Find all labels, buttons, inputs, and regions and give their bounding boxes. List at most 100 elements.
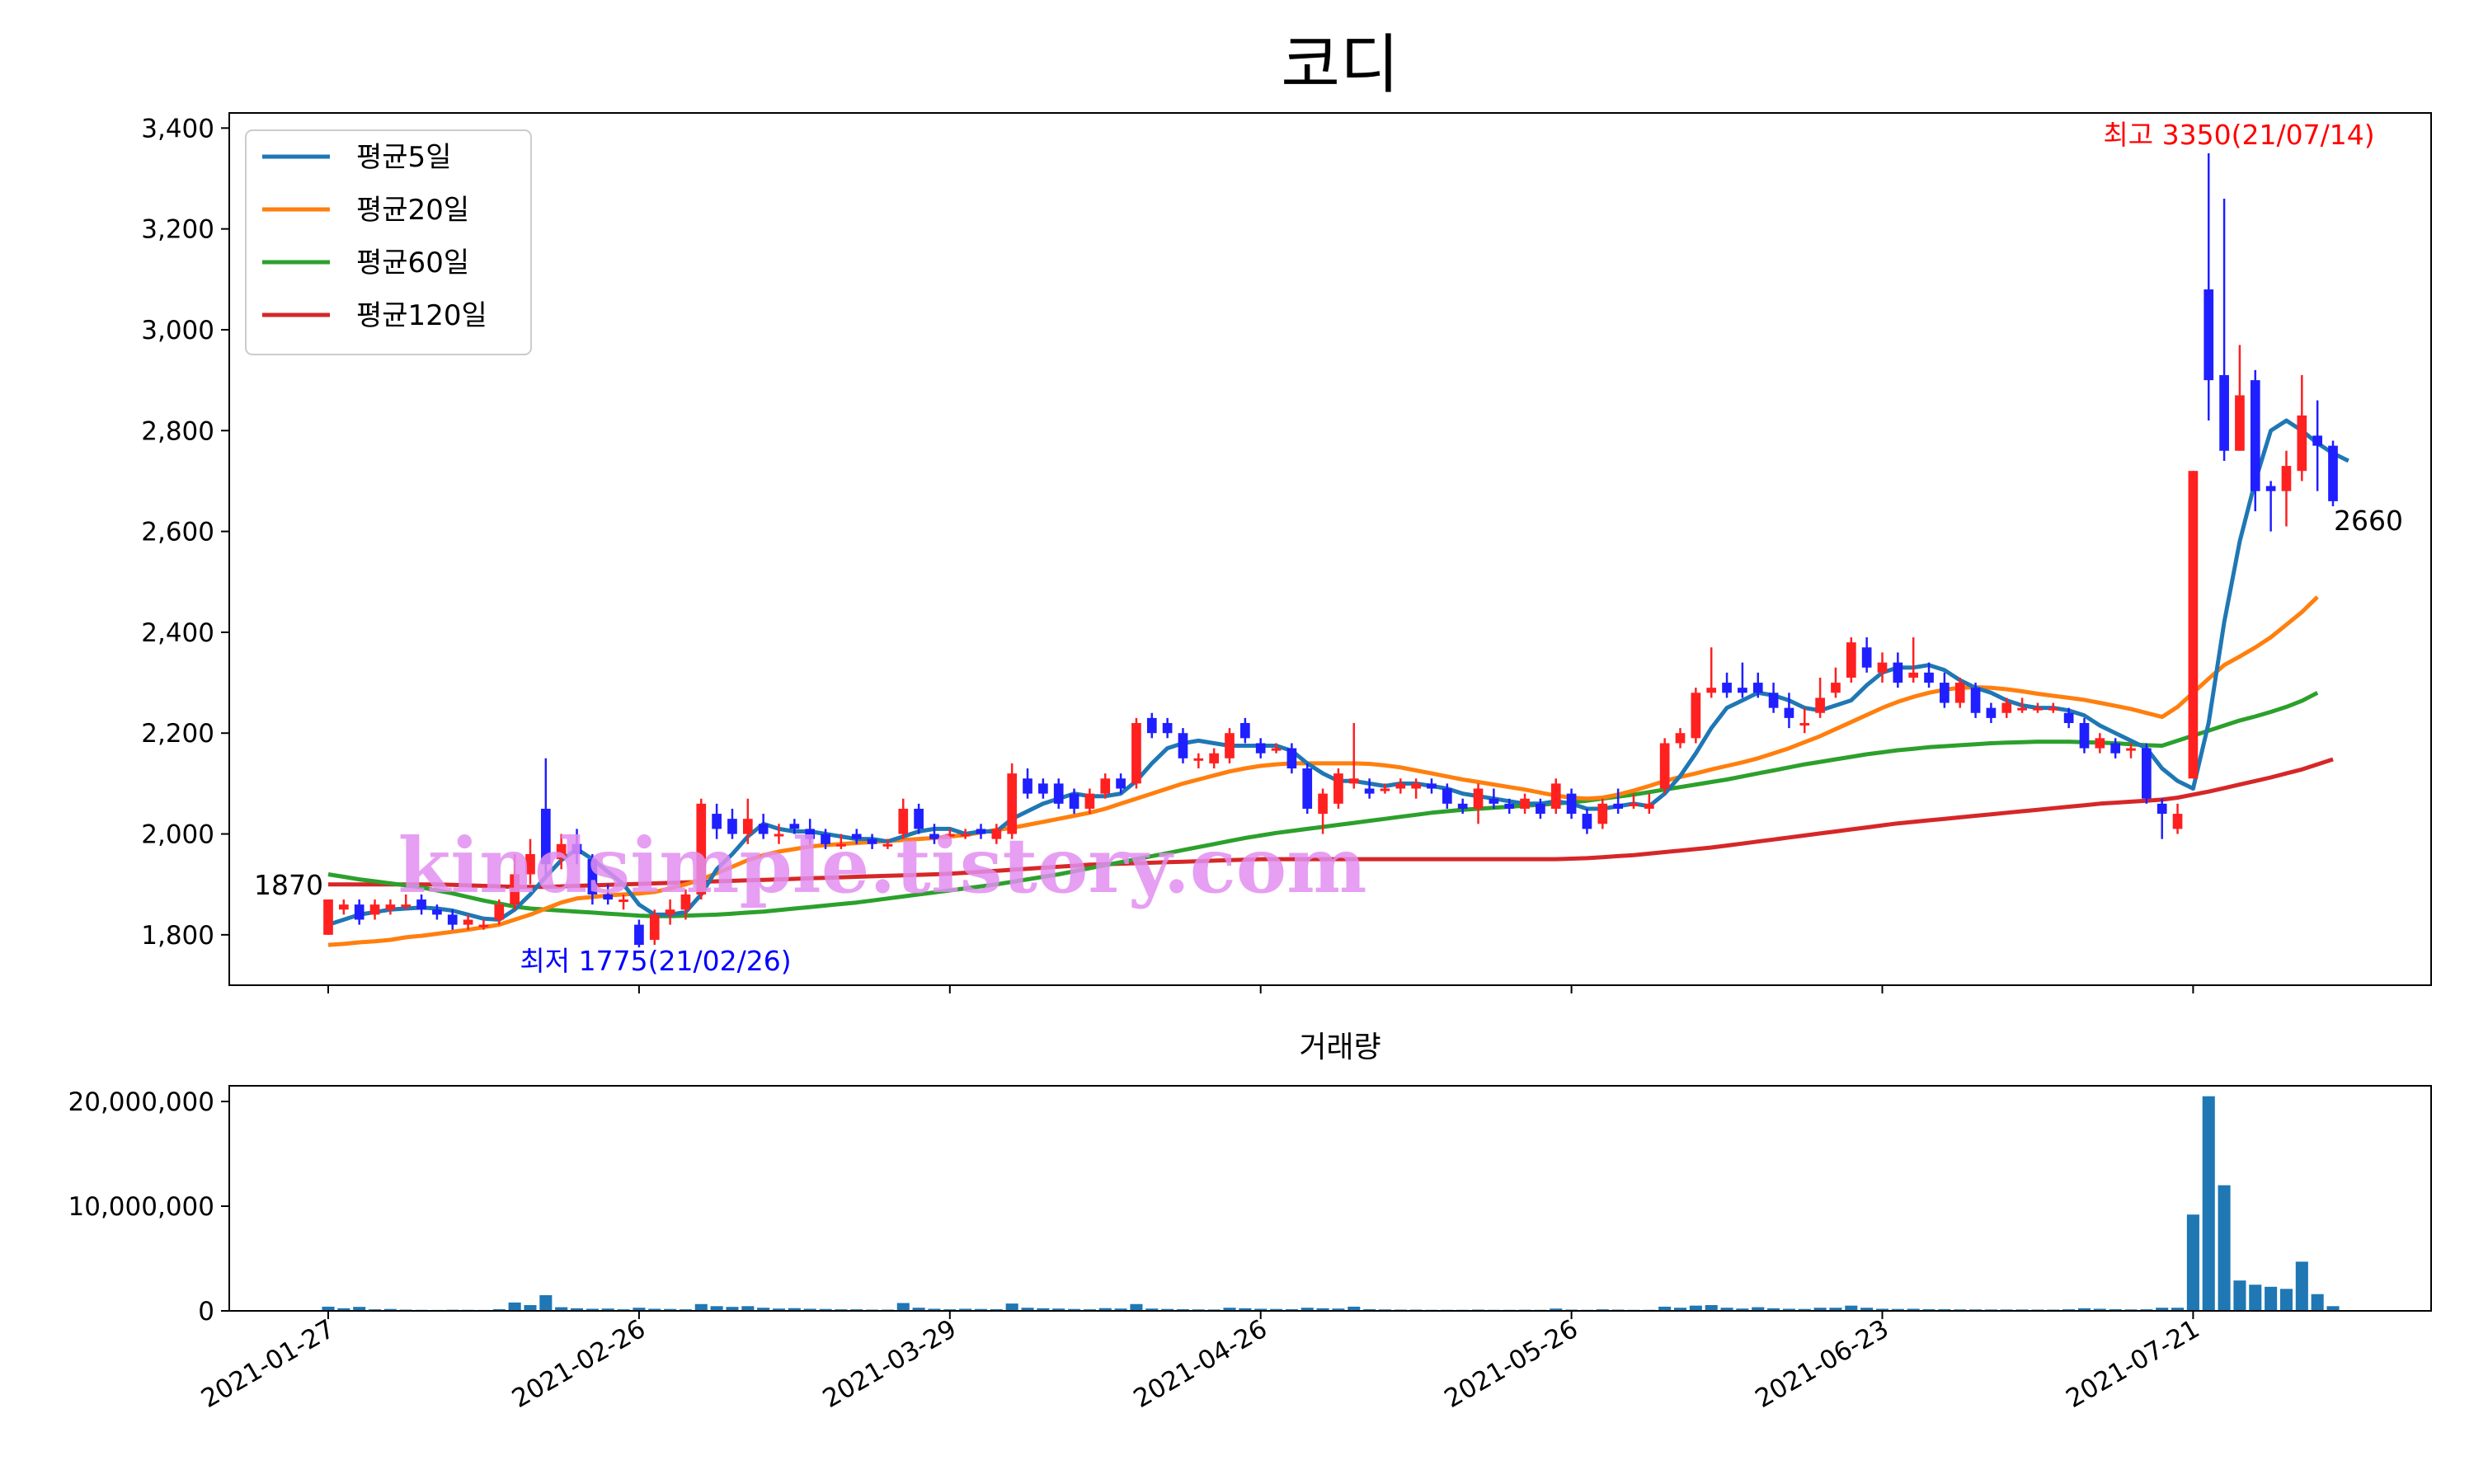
candle-body xyxy=(2048,707,2058,711)
candle-body xyxy=(1240,722,1250,739)
candle-body xyxy=(494,904,505,920)
chart-title: 코디 xyxy=(1281,28,1399,102)
candle-body xyxy=(1597,803,1608,824)
candle-body xyxy=(742,819,753,834)
candle-body xyxy=(1411,783,1421,789)
candle-body xyxy=(2126,748,2136,751)
candle-body xyxy=(618,899,628,903)
volume-bar xyxy=(1720,1308,1733,1311)
candle-body xyxy=(1940,683,1950,703)
volume-bar xyxy=(2311,1294,2324,1311)
volume-bar xyxy=(1798,1308,1811,1311)
candle-body xyxy=(463,919,473,925)
candle-body xyxy=(1116,778,1126,789)
candle-body xyxy=(1846,642,1856,678)
candle-body xyxy=(1831,683,1841,693)
candle-body xyxy=(2157,803,2167,815)
volume-bar xyxy=(912,1308,925,1311)
volume-bar xyxy=(1875,1308,1889,1311)
candle-body xyxy=(1536,803,1545,815)
volume-bar xyxy=(1860,1308,1874,1311)
candle-body xyxy=(1489,798,1499,804)
candle-body xyxy=(2033,707,2043,711)
volume-bar xyxy=(1813,1308,1827,1311)
candle-body xyxy=(1893,662,1903,683)
candle-body xyxy=(401,904,412,908)
price-y-tick-label: 1,800 xyxy=(141,921,214,951)
candle-body xyxy=(1069,793,1079,809)
volume-bar xyxy=(928,1308,941,1311)
candle-body xyxy=(867,838,877,844)
candle-body xyxy=(339,904,349,910)
candle-body xyxy=(1986,707,1997,718)
ma120-line xyxy=(328,757,2334,890)
volume-bar xyxy=(1145,1308,1159,1311)
first-close-annotation: 1870 xyxy=(254,869,323,901)
price-y-tick-label: 3,200 xyxy=(141,215,214,245)
candle-body xyxy=(1333,773,1343,804)
candle-body xyxy=(1442,788,1452,804)
price-plot-frame xyxy=(228,112,2432,986)
candle-body xyxy=(1613,803,1623,809)
volume-title: 거래량 xyxy=(1299,1031,1380,1064)
candle-body xyxy=(510,874,520,905)
volume-bar xyxy=(1300,1308,1314,1311)
candle-body xyxy=(1318,793,1328,815)
candle-body xyxy=(1038,783,1048,794)
legend-label: 평균20일 xyxy=(356,194,469,227)
candle-body xyxy=(805,829,816,839)
volume-bar xyxy=(383,1308,397,1311)
volume-bar xyxy=(1316,1308,1329,1311)
candle-body xyxy=(1550,783,1561,809)
candle-body xyxy=(1768,693,1779,708)
volume-bar xyxy=(555,1307,568,1311)
volume-bar xyxy=(1767,1308,1780,1311)
volume-bar xyxy=(322,1306,335,1311)
volume-bar xyxy=(601,1308,614,1311)
volume-axis-ticks: 0 10,000,000 20,000,000 xyxy=(68,1087,229,1327)
candle-body xyxy=(2063,712,2074,723)
candle-body xyxy=(571,843,582,854)
volume-bar xyxy=(2077,1308,2091,1311)
volume-bar xyxy=(1176,1308,1190,1311)
volume-bar xyxy=(1363,1308,1376,1311)
price-y-tick-label: 2,200 xyxy=(141,719,214,749)
candle-body xyxy=(1162,722,1173,734)
candle-body xyxy=(369,904,380,915)
volume-bar xyxy=(2202,1096,2215,1311)
candle-body xyxy=(1784,707,1794,718)
candle-body xyxy=(1722,683,1732,693)
candle-body xyxy=(1348,778,1359,784)
high-price-annotation: 최고 3350(21/07/14) xyxy=(2103,119,2374,151)
volume-bar xyxy=(819,1308,832,1311)
volume-bar xyxy=(664,1308,677,1311)
volume-bar xyxy=(2186,1214,2199,1311)
volume-bar xyxy=(1223,1308,1236,1311)
candle-body xyxy=(603,894,614,900)
candle-body xyxy=(712,814,722,829)
candle-body xyxy=(696,803,707,895)
volume-bar xyxy=(2295,1261,2308,1311)
volume-bar xyxy=(492,1308,506,1311)
candlesticks xyxy=(323,153,2338,948)
price-y-tick-label: 2,400 xyxy=(141,618,214,648)
volume-bar xyxy=(1907,1308,1920,1311)
candle-body xyxy=(1582,814,1592,829)
volume-bar xyxy=(1348,1306,1361,1311)
price-y-tick-label: 2,800 xyxy=(141,416,214,446)
candle-body xyxy=(929,834,939,839)
volume-bar xyxy=(710,1306,723,1311)
candle-body xyxy=(2001,702,2012,713)
candle-body xyxy=(914,808,924,829)
volume-bar xyxy=(1114,1308,1127,1311)
volume-bar xyxy=(524,1305,537,1311)
candle-body xyxy=(1255,743,1266,754)
volume-bar xyxy=(1829,1308,1842,1311)
candle-body xyxy=(1286,748,1297,769)
candle-body xyxy=(821,834,830,844)
candle-body xyxy=(540,808,551,865)
candle-body xyxy=(1302,768,1313,809)
volume-bar xyxy=(337,1308,350,1311)
volume-bar xyxy=(1285,1308,1298,1311)
price-y-tick-label: 2,000 xyxy=(141,820,214,850)
